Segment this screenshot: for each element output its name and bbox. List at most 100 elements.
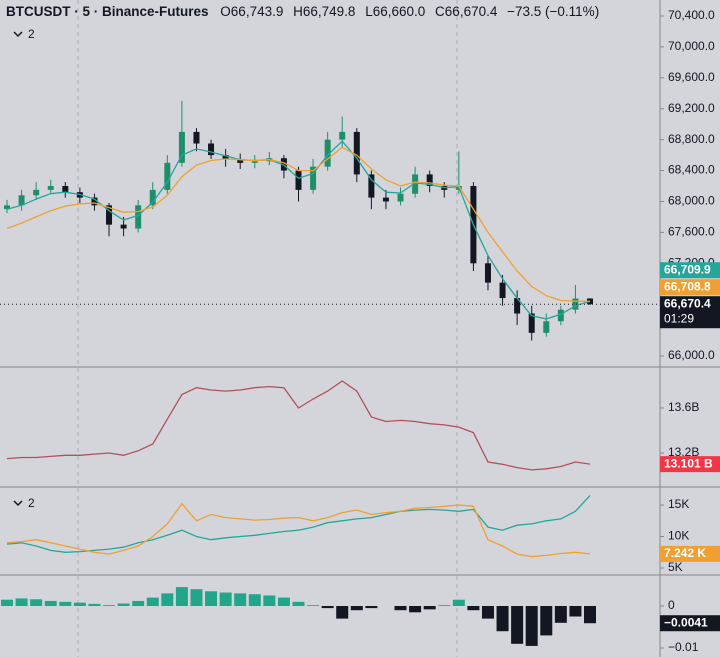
series-line bbox=[6, 380, 591, 471]
candle-body bbox=[310, 166, 317, 190]
histogram-bar bbox=[540, 606, 553, 636]
candle-body bbox=[33, 189, 40, 196]
candle-body bbox=[397, 193, 404, 202]
candle-body bbox=[543, 321, 550, 333]
ema-line bbox=[6, 146, 591, 302]
y-tick-label: 69,200.0 bbox=[668, 101, 715, 115]
series-last-label-box bbox=[660, 545, 720, 562]
y-tick-label: −0.01 bbox=[668, 640, 699, 654]
last-value-label-box bbox=[660, 615, 720, 632]
histogram-bar bbox=[44, 600, 57, 607]
series-last-label: 7.242 K bbox=[664, 546, 706, 560]
candle-body bbox=[222, 155, 229, 159]
histogram-bar bbox=[59, 601, 72, 607]
y-tick-label: 0 bbox=[668, 598, 675, 612]
candle-body bbox=[368, 174, 375, 198]
histogram-bar bbox=[336, 606, 349, 619]
histogram-bar bbox=[584, 606, 596, 624]
histogram-bar bbox=[467, 606, 480, 611]
pane-label: 2 bbox=[28, 496, 35, 510]
candle-body bbox=[353, 131, 360, 175]
histogram-bar bbox=[175, 587, 188, 607]
series-line bbox=[6, 495, 591, 553]
candle-body bbox=[237, 158, 244, 163]
candle-body bbox=[4, 205, 10, 210]
histogram-bar bbox=[496, 606, 509, 632]
candle-body bbox=[91, 197, 98, 206]
histogram-bar bbox=[307, 605, 320, 607]
ohlc-value: 66,670.4 bbox=[445, 4, 498, 19]
collapse-chevron[interactable] bbox=[13, 500, 23, 507]
last-value-label: −0.0041 bbox=[664, 615, 708, 629]
y-tick-label: 67,600.0 bbox=[668, 225, 715, 239]
histogram-bar bbox=[146, 597, 159, 607]
candle-body bbox=[62, 186, 69, 193]
histogram-bar bbox=[554, 606, 567, 623]
candle-body bbox=[208, 143, 215, 156]
histogram-bar bbox=[438, 605, 451, 607]
candle-body bbox=[484, 263, 491, 283]
last-price-label: 66,670.4 bbox=[664, 296, 711, 310]
candle-body bbox=[178, 131, 185, 163]
histogram-bar bbox=[511, 606, 524, 644]
y-tick-label: 70,400.0 bbox=[668, 8, 715, 22]
histogram-bar bbox=[15, 598, 28, 607]
histogram-bar bbox=[219, 592, 232, 607]
candle-body bbox=[295, 170, 302, 190]
candle-body bbox=[149, 189, 156, 206]
histogram-bar bbox=[481, 606, 494, 619]
candle-body bbox=[135, 205, 142, 229]
ohlc-value: 66,660.0 bbox=[373, 4, 426, 19]
histogram-bar bbox=[73, 602, 86, 607]
histogram-bar bbox=[394, 606, 407, 611]
histogram-bar bbox=[132, 600, 145, 607]
histogram-bar bbox=[423, 606, 436, 610]
candle-body bbox=[382, 197, 389, 202]
histogram-bar bbox=[234, 593, 247, 607]
histogram-bar bbox=[88, 603, 101, 607]
y-tick-label: 66,000.0 bbox=[668, 348, 715, 362]
y-tick-label: 13.6B bbox=[668, 400, 699, 414]
candle-body bbox=[426, 174, 433, 187]
y-tick-label: 13.2B bbox=[668, 445, 699, 459]
histogram-bar bbox=[409, 606, 422, 613]
candle-body bbox=[251, 161, 258, 163]
ohlc-label: O bbox=[220, 4, 231, 19]
candle-body bbox=[572, 298, 579, 310]
y-tick-label: 68,000.0 bbox=[668, 194, 715, 208]
histogram-bar bbox=[205, 591, 218, 607]
histogram-bar bbox=[263, 595, 276, 607]
series-last-label-box bbox=[660, 262, 720, 279]
candle-body bbox=[18, 195, 25, 206]
y-tick-label: 15K bbox=[668, 497, 689, 511]
y-tick-label: 68,800.0 bbox=[668, 132, 715, 146]
histogram-bar bbox=[365, 606, 378, 609]
collapse-chevron[interactable] bbox=[13, 31, 23, 38]
histogram-bar bbox=[30, 599, 43, 607]
ohlc-value: 66,743.9 bbox=[231, 4, 284, 19]
histogram-bar bbox=[161, 593, 174, 607]
plot: 70,400.0 70,000.0 69,600.0 69,200.0 68,800.0… bbox=[0, 8, 720, 654]
ohlc-label: L bbox=[365, 4, 373, 19]
histogram-bar bbox=[525, 606, 538, 646]
ema-line bbox=[6, 140, 591, 320]
last-price-box bbox=[660, 296, 720, 329]
series-last-label-box bbox=[660, 279, 720, 296]
histogram-bar bbox=[292, 601, 305, 607]
candle-body bbox=[120, 224, 127, 229]
y-tick-label: 70,000.0 bbox=[668, 39, 715, 53]
symbol: BTCUSDT · 5 · Binance-Futures bbox=[6, 4, 209, 19]
histogram-bar bbox=[1, 599, 13, 607]
ohlc-value: 66,749.8 bbox=[303, 4, 356, 19]
candle-body bbox=[339, 131, 346, 140]
histogram-bar bbox=[190, 589, 203, 607]
histogram-bar bbox=[569, 606, 582, 617]
candle-body bbox=[193, 131, 200, 144]
ohlc-label: H bbox=[293, 4, 303, 19]
candle-body bbox=[528, 313, 535, 333]
series-last-label-box bbox=[660, 456, 720, 473]
series-line bbox=[6, 502, 591, 558]
